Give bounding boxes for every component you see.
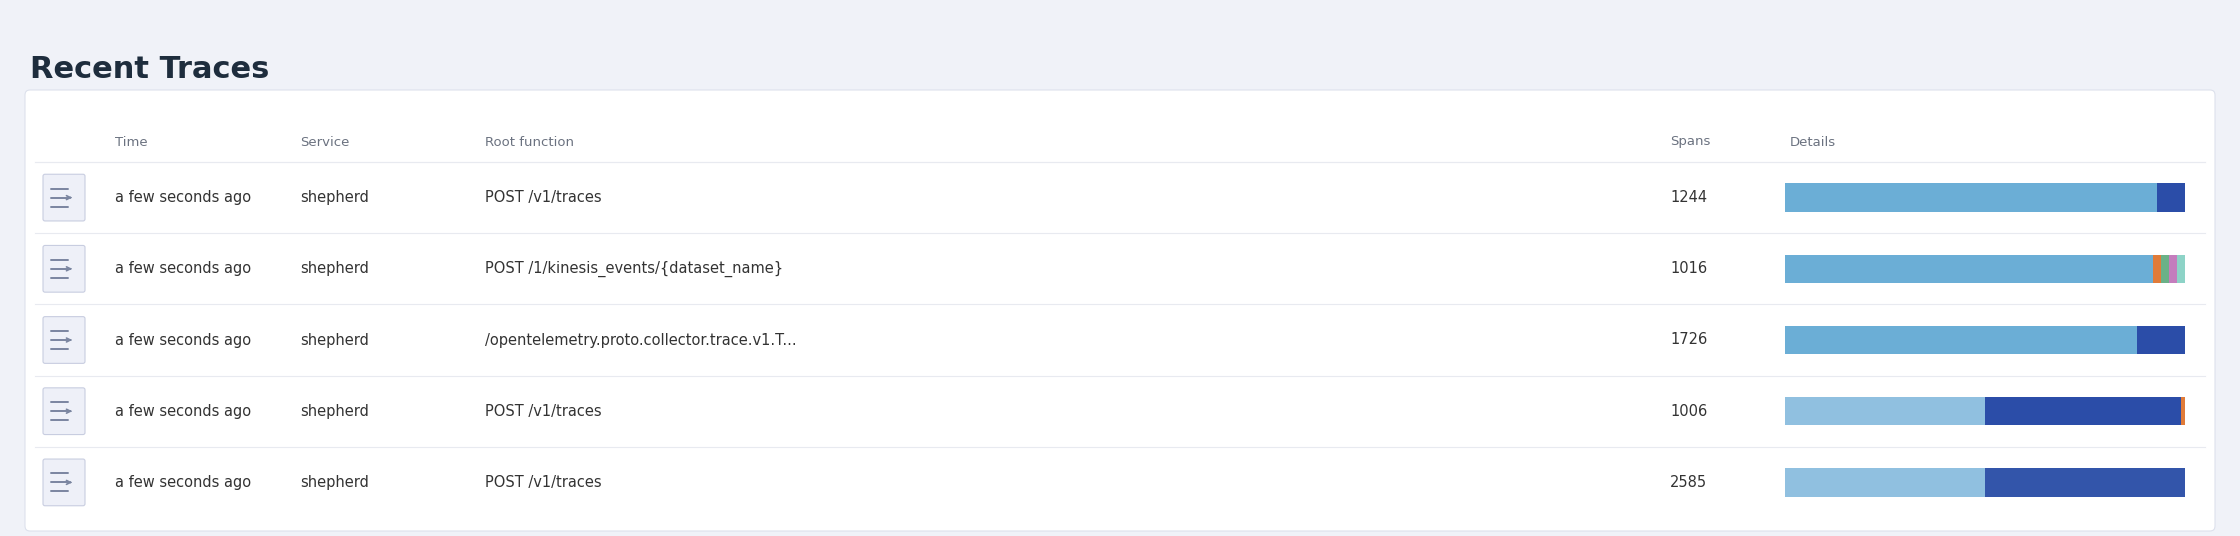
Bar (2168, 255, 2177, 283)
Bar (2162, 255, 2168, 283)
Text: POST /1/kinesis_events/{dataset_name}: POST /1/kinesis_events/{dataset_name} (486, 260, 784, 277)
Text: 1244: 1244 (1671, 190, 1707, 205)
Text: POST /v1/traces: POST /v1/traces (486, 190, 603, 205)
Text: POST /v1/traces: POST /v1/traces (486, 404, 603, 419)
Bar (1785, 468, 1985, 497)
Bar (2137, 326, 2184, 354)
FancyBboxPatch shape (43, 459, 85, 506)
Text: 1726: 1726 (1671, 332, 1707, 347)
Bar (1785, 326, 2137, 354)
FancyBboxPatch shape (25, 90, 2215, 531)
Text: Service: Service (300, 136, 349, 148)
Bar (1785, 397, 1985, 426)
Text: 1006: 1006 (1671, 404, 1707, 419)
Text: POST /v1/traces: POST /v1/traces (486, 475, 603, 490)
FancyBboxPatch shape (43, 174, 85, 221)
FancyBboxPatch shape (43, 317, 85, 363)
Text: shepherd: shepherd (300, 475, 370, 490)
Bar (2153, 255, 2162, 283)
Text: a few seconds ago: a few seconds ago (114, 332, 251, 347)
Text: Spans: Spans (1671, 136, 1711, 148)
Bar (1985, 397, 2182, 426)
Text: a few seconds ago: a few seconds ago (114, 404, 251, 419)
FancyBboxPatch shape (43, 388, 85, 435)
Text: 2585: 2585 (1671, 475, 1707, 490)
Bar (2157, 183, 2184, 212)
Bar (2182, 397, 2184, 426)
Text: Details: Details (1790, 136, 1837, 148)
Bar (1785, 183, 2157, 212)
Text: a few seconds ago: a few seconds ago (114, 475, 251, 490)
Text: Recent Traces: Recent Traces (29, 55, 269, 84)
Text: 1016: 1016 (1671, 262, 1707, 276)
Text: /opentelemetry.proto.collector.trace.v1.T...: /opentelemetry.proto.collector.trace.v1.… (486, 332, 797, 347)
Text: a few seconds ago: a few seconds ago (114, 190, 251, 205)
Text: Root function: Root function (486, 136, 573, 148)
Text: a few seconds ago: a few seconds ago (114, 262, 251, 276)
Text: shepherd: shepherd (300, 262, 370, 276)
Bar (1785, 255, 2153, 283)
Text: shepherd: shepherd (300, 404, 370, 419)
Text: shepherd: shepherd (300, 190, 370, 205)
FancyBboxPatch shape (43, 245, 85, 292)
Bar (1985, 468, 2184, 497)
Text: Time: Time (114, 136, 148, 148)
Bar (2177, 255, 2184, 283)
Text: shepherd: shepherd (300, 332, 370, 347)
